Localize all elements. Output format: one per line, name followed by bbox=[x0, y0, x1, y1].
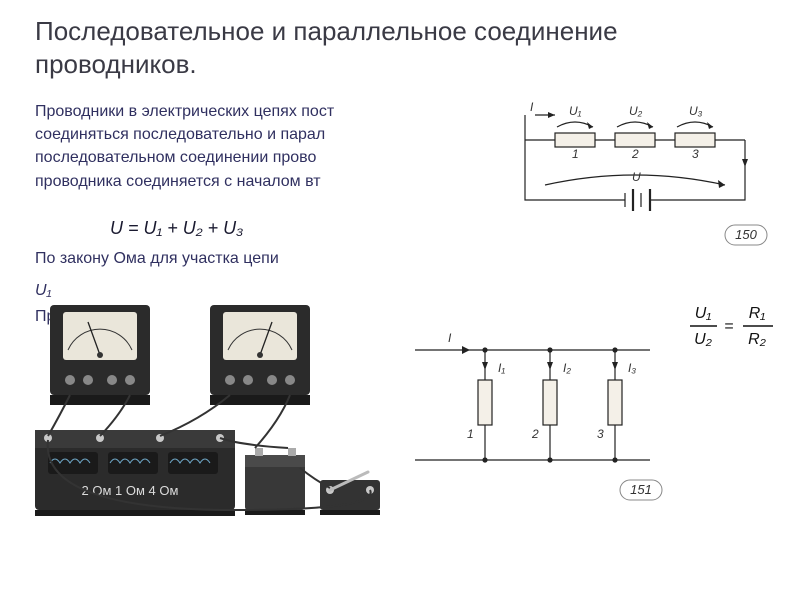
label-r2: 2 bbox=[631, 147, 639, 161]
body-l3: последовательном соединении прово bbox=[35, 146, 395, 169]
label-I-p: I bbox=[448, 331, 452, 345]
title-line2: проводников. bbox=[35, 49, 197, 79]
label-b3: 3 bbox=[597, 427, 604, 441]
title-line1: Последовательное и параллельное соединен… bbox=[35, 16, 618, 46]
ratio-r1: R₁ bbox=[749, 305, 766, 322]
ratio-r2: R₂ bbox=[748, 331, 766, 348]
label-I3: I₃ bbox=[628, 361, 636, 375]
ohm-law-text: По закону Ома для участка цепи bbox=[35, 250, 279, 268]
fig-151: 151 bbox=[630, 482, 652, 497]
body-l2: соединяться последовательно и парал bbox=[35, 123, 395, 146]
label-b1: 1 bbox=[467, 427, 474, 441]
label-I2: I₂ bbox=[563, 361, 571, 375]
formula-u-sum: U = U₁ + U₂ + U₃ bbox=[110, 218, 243, 239]
label-r1: 1 bbox=[572, 147, 579, 161]
right-meter bbox=[210, 305, 310, 405]
label-r3: 3 bbox=[692, 147, 699, 161]
page-title: Последовательное и параллельное соединен… bbox=[35, 15, 618, 80]
label-U: U bbox=[632, 170, 641, 184]
ratio-u1: U₁ bbox=[695, 305, 712, 322]
svg-text:=: = bbox=[724, 318, 733, 335]
battery bbox=[245, 448, 305, 515]
intro-text: Проводники в электрических цепях пост со… bbox=[35, 100, 395, 193]
parallel-circuit-diagram: I I₁ I₂ I₃ 1 2 3 151 bbox=[400, 310, 670, 510]
label-I: I bbox=[530, 100, 534, 114]
left-meter bbox=[50, 305, 150, 405]
fig-150: 150 bbox=[735, 227, 757, 242]
body-l4: проводника соединяется с началом вт bbox=[35, 170, 395, 193]
ratio-u2: U₂ bbox=[694, 331, 712, 348]
ratio-formula: U₁ U₂ = R₁ R₂ bbox=[685, 300, 785, 355]
apparatus-illustration: 2 Ом 1 Ом 4 Ом bbox=[30, 280, 390, 540]
label-b2: 2 bbox=[531, 427, 539, 441]
series-circuit-diagram: I U₁ U₂ U₃ 1 2 3 U 150 bbox=[495, 85, 780, 250]
body-l1: Проводники в электрических цепях пост bbox=[35, 100, 395, 123]
label-U1: U₁ bbox=[569, 104, 582, 118]
ohm-labels: 2 Ом 1 Ом 4 Ом bbox=[82, 483, 179, 498]
label-U3: U₃ bbox=[689, 104, 703, 118]
label-I1: I₁ bbox=[498, 361, 505, 375]
label-U2: U₂ bbox=[629, 104, 643, 118]
